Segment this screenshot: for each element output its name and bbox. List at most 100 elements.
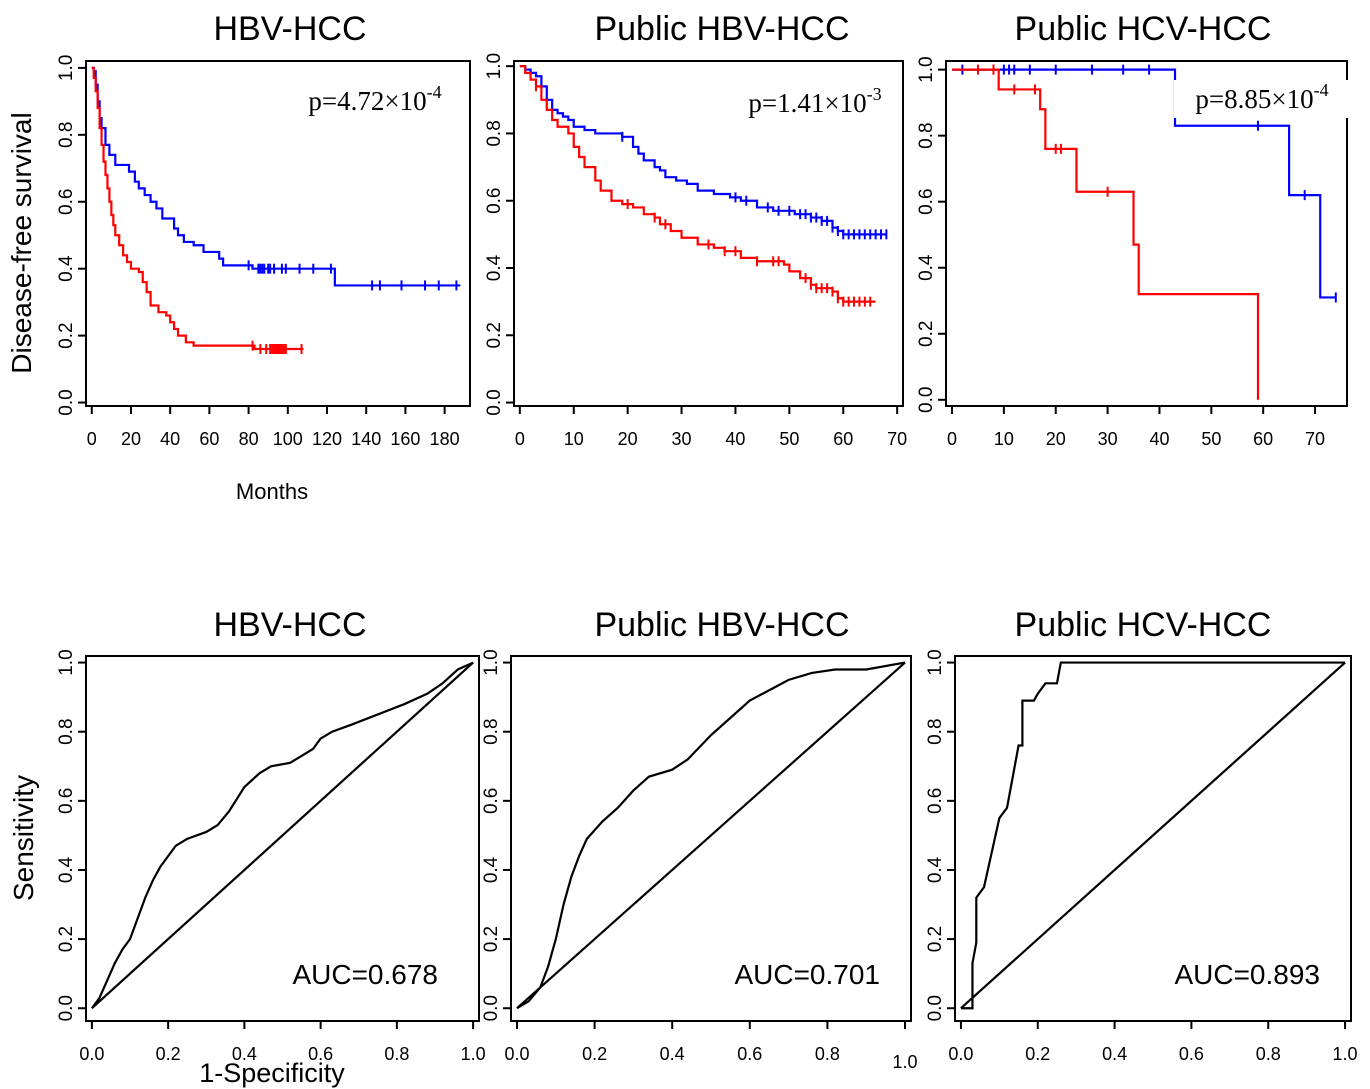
- x-tick-label: 60: [833, 429, 853, 449]
- plot-frame: [85, 60, 471, 407]
- x-tick-label: 60: [199, 429, 219, 449]
- auc-annotation: AUC=0.893: [1174, 959, 1320, 990]
- y-tick-label: 0.2: [56, 926, 77, 952]
- x-tick-label: 10: [564, 429, 584, 449]
- x-tick-label: 20: [618, 429, 638, 449]
- km-y-axis-label: Disease-free survival: [6, 112, 37, 373]
- y-tick-label: 1.0: [925, 649, 946, 675]
- panel-title: Public HCV-HCC: [1015, 606, 1272, 644]
- x-tick-label: 40: [160, 429, 180, 449]
- km-x-axis-label: Months: [236, 479, 308, 504]
- x-tick-label: 20: [1046, 429, 1066, 449]
- x-tick-label: 0.0: [504, 1044, 529, 1064]
- survival-curve-1: [91, 66, 461, 287]
- survival-curve-2: [91, 66, 304, 351]
- x-tick-label: 120: [312, 429, 342, 449]
- x-tick-label: 160: [390, 429, 420, 449]
- y-tick-label: 0.2: [481, 926, 502, 952]
- y-tick-label: 1.0: [56, 55, 77, 81]
- y-tick-label: 0.4: [56, 255, 77, 282]
- y-tick-label: 1.0: [56, 649, 77, 675]
- p-value-annotation: p=4.72×10-4: [308, 82, 441, 116]
- x-tick-label: 20: [121, 429, 141, 449]
- y-tick-label: 0.6: [56, 788, 77, 814]
- panel-title: Public HBV-HCC: [594, 606, 849, 644]
- y-tick-label: 0.8: [484, 120, 505, 146]
- x-tick-label: 0.4: [660, 1044, 685, 1064]
- y-tick-label: 1.0: [484, 53, 505, 79]
- y-tick-label: 0.4: [916, 254, 937, 281]
- x-tick-label: 0: [87, 429, 97, 449]
- annotation-exponent: -4: [1314, 80, 1329, 100]
- y-tick-label: 0.0: [484, 389, 505, 415]
- p-value-annotation: p=1.41×10-3: [748, 84, 881, 118]
- y-tick-label: 0.2: [56, 322, 77, 348]
- y-tick-label: 0.0: [481, 995, 502, 1021]
- reference-diagonal: [516, 661, 906, 1010]
- annotation-exponent: -4: [427, 82, 442, 102]
- p-value-annotation: p=8.85×10-4: [1195, 80, 1328, 114]
- survival-curve-2: [519, 65, 876, 303]
- y-tick-label: 1.0: [916, 56, 937, 82]
- annotation-text: p=8.85×10: [1195, 84, 1313, 114]
- y-tick-label: 0.8: [925, 718, 946, 744]
- reference-diagonal: [91, 661, 474, 1010]
- y-tick-label: 0.6: [484, 188, 505, 214]
- x-tick-label: 1.0: [1333, 1044, 1358, 1064]
- y-tick-label: 0.2: [925, 926, 946, 952]
- x-tick-label: 1.0: [461, 1044, 486, 1064]
- y-tick-label: 0.8: [481, 718, 502, 744]
- x-tick-label: 0.2: [582, 1044, 607, 1064]
- km-panel-1: HBV-HCC 0.0 0.2 0.4 0.6 0.8 1.0 0 20 40 60 80 100 120…: [56, 10, 471, 449]
- roc-curve: [516, 661, 906, 1010]
- y-tick-label: 0.6: [916, 188, 937, 214]
- x-tick-label: 70: [1305, 429, 1325, 449]
- annotation-text: p=1.41×10: [748, 88, 866, 118]
- annotation-background: [1174, 80, 1352, 118]
- x-tick-label: 0.2: [156, 1044, 181, 1064]
- x-tick-label: 70: [887, 429, 907, 449]
- x-tick-label: 0.4: [1102, 1044, 1127, 1064]
- annotation-text: p=4.72×10: [308, 86, 426, 116]
- x-tick-label: 0.4: [232, 1044, 257, 1064]
- y-tick-label: 0.4: [484, 254, 505, 281]
- x-tick-label: 80: [239, 429, 259, 449]
- panel-title: Public HCV-HCC: [1015, 10, 1272, 48]
- x-tick-label: 140: [351, 429, 381, 449]
- y-tick-label: 0.4: [56, 856, 77, 883]
- y-tick-label: 0.4: [925, 856, 946, 883]
- y-tick-label: 0.0: [56, 389, 77, 415]
- y-tick-label: 0.2: [916, 321, 937, 347]
- panel-title: HBV-HCC: [213, 10, 366, 48]
- x-tick-label: 30: [1098, 429, 1118, 449]
- panel-title: Public HBV-HCC: [594, 10, 849, 48]
- km-panel-2: Public HBV-HCC 0.0 0.2 0.4 0.6 0.8 1.0 0 10 20 30 4…: [484, 10, 907, 449]
- x-tick-label: 0: [515, 429, 525, 449]
- y-tick-label: 0.2: [484, 322, 505, 348]
- reference-diagonal: [960, 661, 1346, 1010]
- y-tick-label: 0.6: [481, 788, 502, 814]
- x-tick-label: 180: [430, 429, 460, 449]
- x-tick-label: 0.8: [815, 1044, 840, 1064]
- x-tick-label: 1.0: [892, 1052, 917, 1072]
- x-tick-label: 0.8: [384, 1044, 409, 1064]
- km-panel-3: Public HCV-HCC 0.0 0.2 0.4 0.6 0.8 1.0 0 10 20 30 4…: [916, 10, 1352, 449]
- y-tick-label: 0.8: [56, 718, 77, 744]
- x-tick-label: 0.6: [1179, 1044, 1204, 1064]
- survival-curve-1: [952, 68, 1336, 299]
- plot-frame: [945, 60, 1348, 407]
- y-tick-label: 0.6: [56, 189, 77, 215]
- x-tick-label: 50: [1201, 429, 1221, 449]
- x-tick-label: 0.0: [948, 1044, 973, 1064]
- y-tick-label: 0.4: [481, 856, 502, 883]
- y-tick-label: 1.0: [481, 649, 502, 675]
- plot-frame: [954, 655, 1352, 1022]
- survival-curve-1: [519, 65, 887, 236]
- plot-frame: [513, 60, 904, 407]
- roc-curve: [91, 661, 474, 1009]
- roc-panel-5: Public HBV-HCC 0.0 0.2 0.4 0.6 0.8 1.0 0.0 0.2 0.…: [481, 606, 918, 1072]
- x-tick-label: 50: [779, 429, 799, 449]
- x-tick-label: 0.8: [1256, 1044, 1281, 1064]
